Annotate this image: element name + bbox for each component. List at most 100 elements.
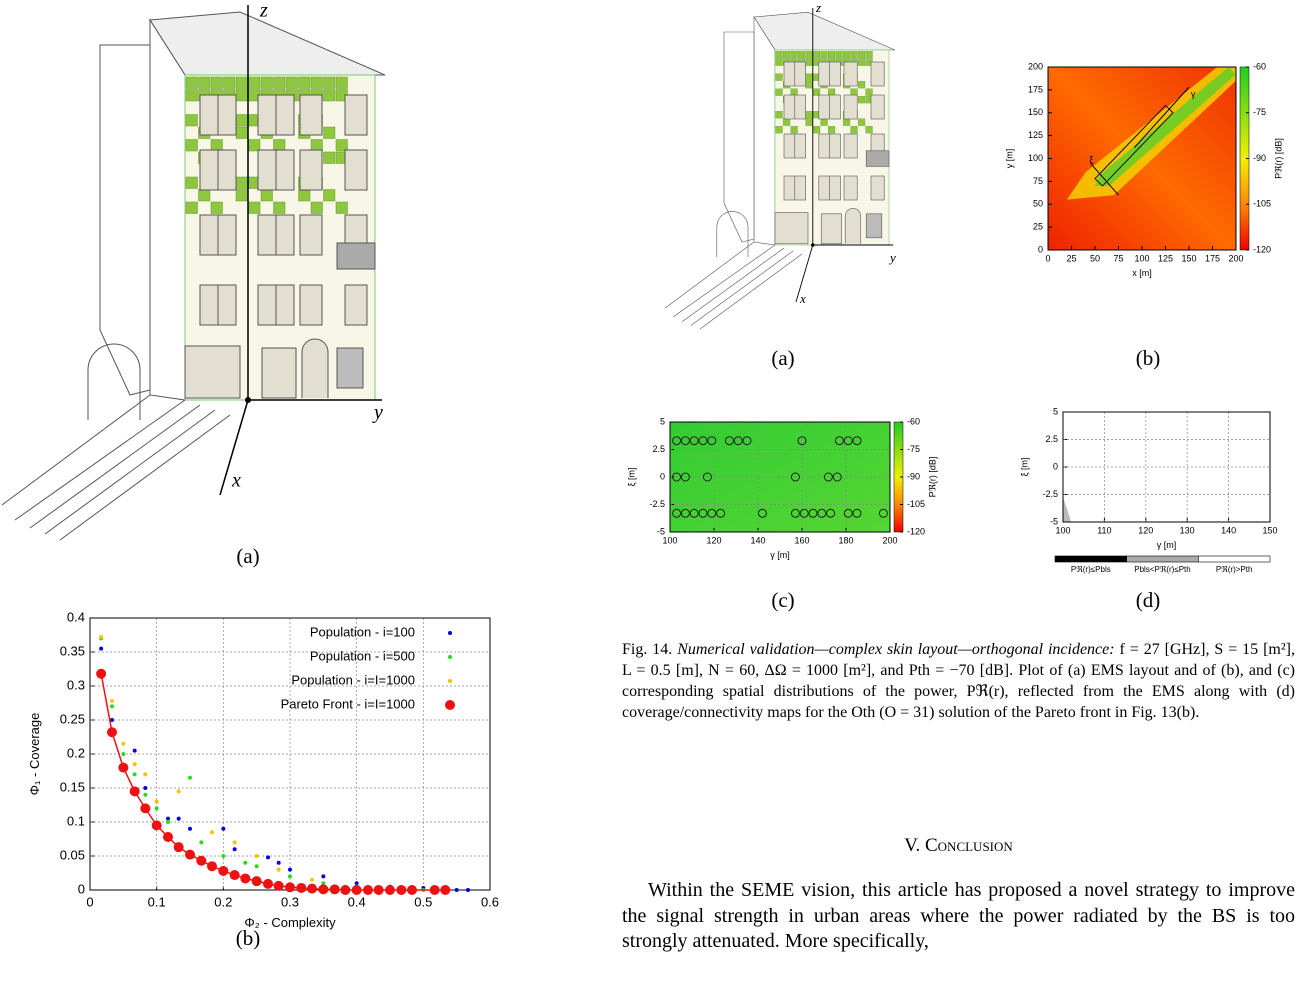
- overlay-label: ξ: [1089, 155, 1093, 165]
- point: [143, 772, 147, 776]
- point: [288, 868, 292, 872]
- x-tick-label: 140: [1221, 525, 1236, 535]
- point: [121, 752, 125, 756]
- point: [252, 876, 262, 886]
- y-tick-label: 2.5: [652, 444, 665, 454]
- point: [221, 827, 225, 831]
- colorbar-tick-label: -60: [1253, 61, 1266, 71]
- section-heading: V. Conclusion: [622, 835, 1295, 857]
- x-axis-label: γ [m]: [770, 550, 790, 560]
- colorbar-tick-label: -120: [1253, 244, 1271, 254]
- point: [277, 868, 281, 872]
- colorbar-tick-label: -75: [907, 444, 920, 454]
- point: [363, 885, 373, 895]
- point: [307, 884, 317, 894]
- y-axis-label: ξ [m]: [627, 467, 637, 486]
- point: [266, 855, 270, 859]
- plot-frame: [1063, 412, 1270, 522]
- point: [188, 827, 192, 831]
- x-axis-label: γ [m]: [1157, 540, 1177, 550]
- y-axis-label: y [m]: [1005, 149, 1015, 169]
- x-tick-label: 0.3: [281, 894, 299, 909]
- point: [274, 881, 284, 891]
- panel-label: (a): [771, 346, 794, 370]
- point: [96, 669, 106, 679]
- x-tick-label: 140: [750, 535, 765, 545]
- point: [196, 856, 206, 866]
- point: [210, 830, 214, 834]
- legend-label: Pbls<Pℜ(r)≤Pth: [1134, 565, 1190, 574]
- point: [318, 884, 328, 894]
- overlay-label: γ: [1191, 89, 1196, 99]
- point: [174, 842, 184, 852]
- axis-label: z: [815, 0, 821, 15]
- paragraph: Within the SEME vision, this article has…: [622, 878, 1295, 955]
- point: [155, 806, 159, 810]
- y-tick-label: 5: [660, 416, 665, 426]
- x-tick-label: 0.1: [148, 894, 166, 909]
- point: [240, 873, 250, 883]
- panel-label: (b): [1136, 346, 1161, 370]
- x-tick-label: 200: [1228, 253, 1243, 263]
- point: [233, 840, 237, 844]
- point: [440, 885, 450, 895]
- axis-label: x: [231, 470, 241, 492]
- point: [133, 762, 137, 766]
- x-tick-label: 130: [1180, 525, 1195, 535]
- point: [199, 840, 203, 844]
- point: [255, 854, 259, 858]
- point: [310, 878, 314, 882]
- point: [133, 772, 137, 776]
- panel-label: (c): [771, 588, 794, 612]
- colorbar-label: Pℜ(r) [dB]: [1273, 138, 1283, 179]
- y-tick-label: 100: [1028, 153, 1043, 163]
- axis-label: x: [799, 291, 806, 306]
- axis-label: z: [259, 0, 268, 22]
- point: [133, 749, 137, 753]
- x-tick-label: 50: [1090, 253, 1100, 263]
- x-tick-label: 175: [1205, 253, 1220, 263]
- y-tick-label: 0: [1038, 244, 1043, 254]
- y-tick-label: 0.1: [67, 813, 85, 828]
- x-tick-label: 0: [1045, 253, 1050, 263]
- legend-swatch: [1055, 556, 1127, 562]
- x-tick-label: 200: [882, 535, 897, 545]
- point: [110, 704, 114, 708]
- x-tick-label: 150: [1262, 525, 1277, 535]
- point: [143, 786, 147, 790]
- caption-label: Fig. 14.: [622, 641, 672, 658]
- y-tick-label: 0: [78, 881, 85, 896]
- point: [374, 885, 384, 895]
- point: [177, 817, 181, 821]
- x-tick-label: 0.4: [348, 894, 366, 909]
- point: [221, 854, 225, 858]
- y-tick-label: 0.25: [60, 711, 85, 726]
- point: [430, 885, 440, 895]
- point: [185, 850, 195, 860]
- colorbar-tick-label: -90: [1253, 153, 1266, 163]
- x-tick-label: 0: [86, 894, 93, 909]
- legend-marker: [445, 700, 455, 710]
- x-tick-label: 0.6: [481, 894, 499, 909]
- y-tick-label: 5: [1053, 406, 1058, 416]
- y-axis-label: ξ [m]: [1020, 457, 1030, 476]
- figure-caption: Fig. 14. Numerical validation—complex sk…: [622, 639, 1295, 723]
- point: [230, 870, 240, 880]
- x-tick-label: 120: [1138, 525, 1153, 535]
- x-tick-label: 150: [1181, 253, 1196, 263]
- point: [99, 647, 103, 651]
- legend-label: Population - i=I=1000: [291, 672, 415, 687]
- point: [330, 884, 340, 894]
- point: [107, 727, 117, 737]
- point: [207, 861, 217, 871]
- panel-label: (d): [1136, 588, 1161, 612]
- building-illustration: [2, 5, 385, 540]
- y-tick-label: 0: [660, 471, 665, 481]
- point: [177, 789, 181, 793]
- point: [466, 888, 470, 892]
- x-tick-label: 120: [706, 535, 721, 545]
- point: [152, 820, 162, 830]
- colorbar-tick-label: -120: [907, 526, 925, 536]
- legend-label: Pℜ(r)≤Pbls: [1071, 565, 1111, 574]
- point: [218, 866, 228, 876]
